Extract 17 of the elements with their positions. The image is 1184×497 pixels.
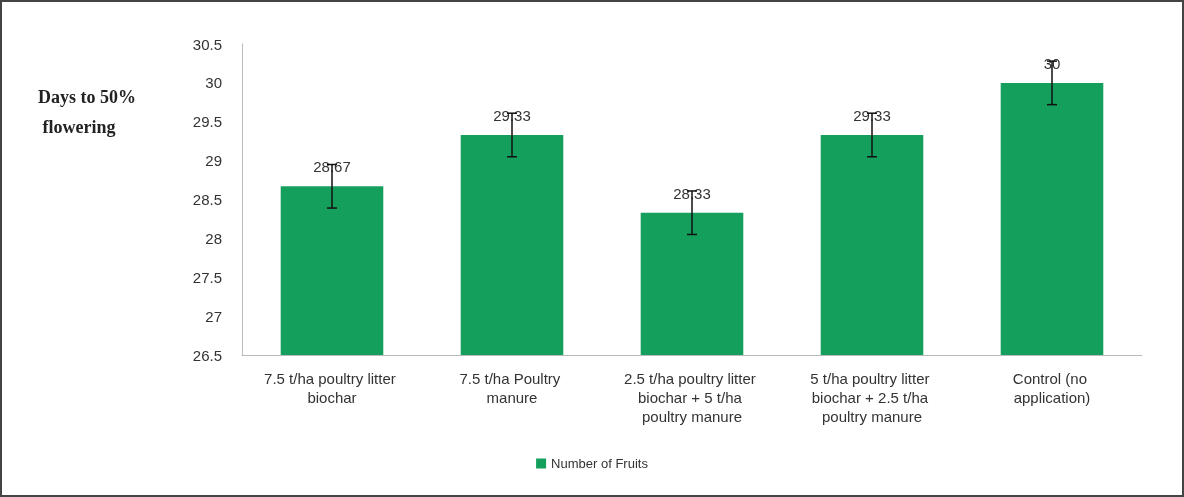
x-tick-label: 7.5 t/ha Poultry manure [459, 370, 565, 406]
y-tick-label: 28 [205, 229, 222, 247]
y-tick-label: 30 [205, 74, 222, 92]
y-tick-label: 29.5 [192, 113, 222, 131]
y-tick-label: 27.5 [192, 268, 222, 286]
y-tick-label: 30.5 [192, 35, 222, 53]
y-tick-label: 26.5 [192, 346, 222, 364]
x-tick-label: 5 t/ha poultry litter biochar + 2.5 t/ha poultry manure [810, 370, 934, 425]
y-tick-label: 28.5 [192, 191, 222, 208]
y-tick-label: 27 [205, 307, 222, 325]
y-axis-title: Days to 50% flowering [38, 87, 136, 137]
x-tick-label: Control (no application) [1012, 370, 1092, 406]
data-label: 28.67 [313, 158, 351, 176]
y-tick-label: 29 [205, 152, 222, 170]
x-tick-label: 7.5 t/ha poultry litter biochar [264, 370, 400, 406]
legend-label: Number of Fruits [551, 456, 649, 471]
x-tick-label: 2.5 t/ha poultry litter biochar + 5 t/ha poultry manure [624, 370, 760, 425]
